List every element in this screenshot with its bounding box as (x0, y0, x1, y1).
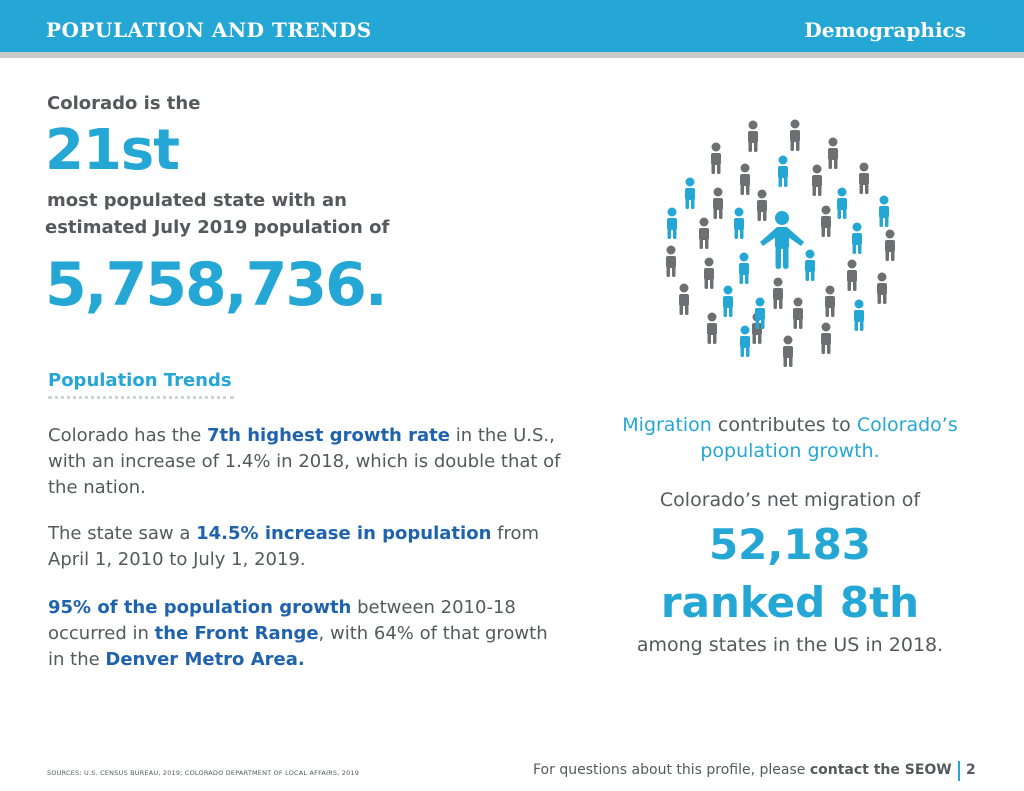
net-migration-label: Colorado’s net migration of (659, 489, 921, 511)
trend-paragraph-front-range: 95% of the population growth between 201… (48, 597, 548, 670)
population-growth-word: population growth. (700, 440, 880, 462)
sources-note: SOURCES: U.S. CENSUS BUREAU, 2019; COLOR… (47, 769, 360, 777)
highlight-denver-metro: Denver Metro Area. (105, 649, 305, 670)
migration-word: Migration (622, 414, 712, 436)
footer-divider (958, 761, 960, 781)
header-bar: POPULATION AND TRENDS Demographics (0, 0, 1024, 52)
highlight-growth-rate: 7th highest growth rate (207, 425, 450, 446)
section-label: Demographics (804, 18, 966, 42)
colorados-word: Colorado’s (856, 414, 958, 436)
intro-line-3: estimated July 2019 population of (45, 217, 390, 238)
migration-rank: ranked 8th (660, 578, 920, 627)
crowd-of-people-icon (666, 119, 895, 367)
highlight-front-range: the Front Range (154, 623, 319, 644)
contact-seow-link[interactable]: contact the SEOW (809, 762, 952, 778)
migration-statement: Migration contributes to Colorado’s popul… (622, 414, 958, 462)
intro-line-1: Colorado is the (47, 93, 201, 114)
page-number: 2 (966, 762, 976, 778)
migration-rank-context: among states in the US in 2018. (636, 634, 944, 656)
highlight-increase: 14.5% increase in population (196, 523, 492, 544)
footer-contact-text: For questions about this profile, please… (533, 762, 952, 778)
population-trends-heading: Population Trends (48, 370, 232, 391)
page-title: POPULATION AND TRENDS (46, 18, 372, 42)
header-divider (0, 52, 1024, 58)
dotted-divider (48, 396, 234, 399)
highlight-growth-share: 95% of the population growth (48, 597, 352, 618)
intro-line-2: most populated state with an (47, 190, 347, 211)
trend-paragraph-increase: The state saw a 14.5% increase in popula… (48, 523, 540, 570)
trend-paragraph-growth-rate: Colorado has the 7th highest growth rate… (48, 425, 561, 498)
net-migration-value: 52,183 (708, 520, 872, 569)
state-rank: 21st (45, 118, 180, 183)
population-figure: 5,758,736. (45, 250, 388, 320)
